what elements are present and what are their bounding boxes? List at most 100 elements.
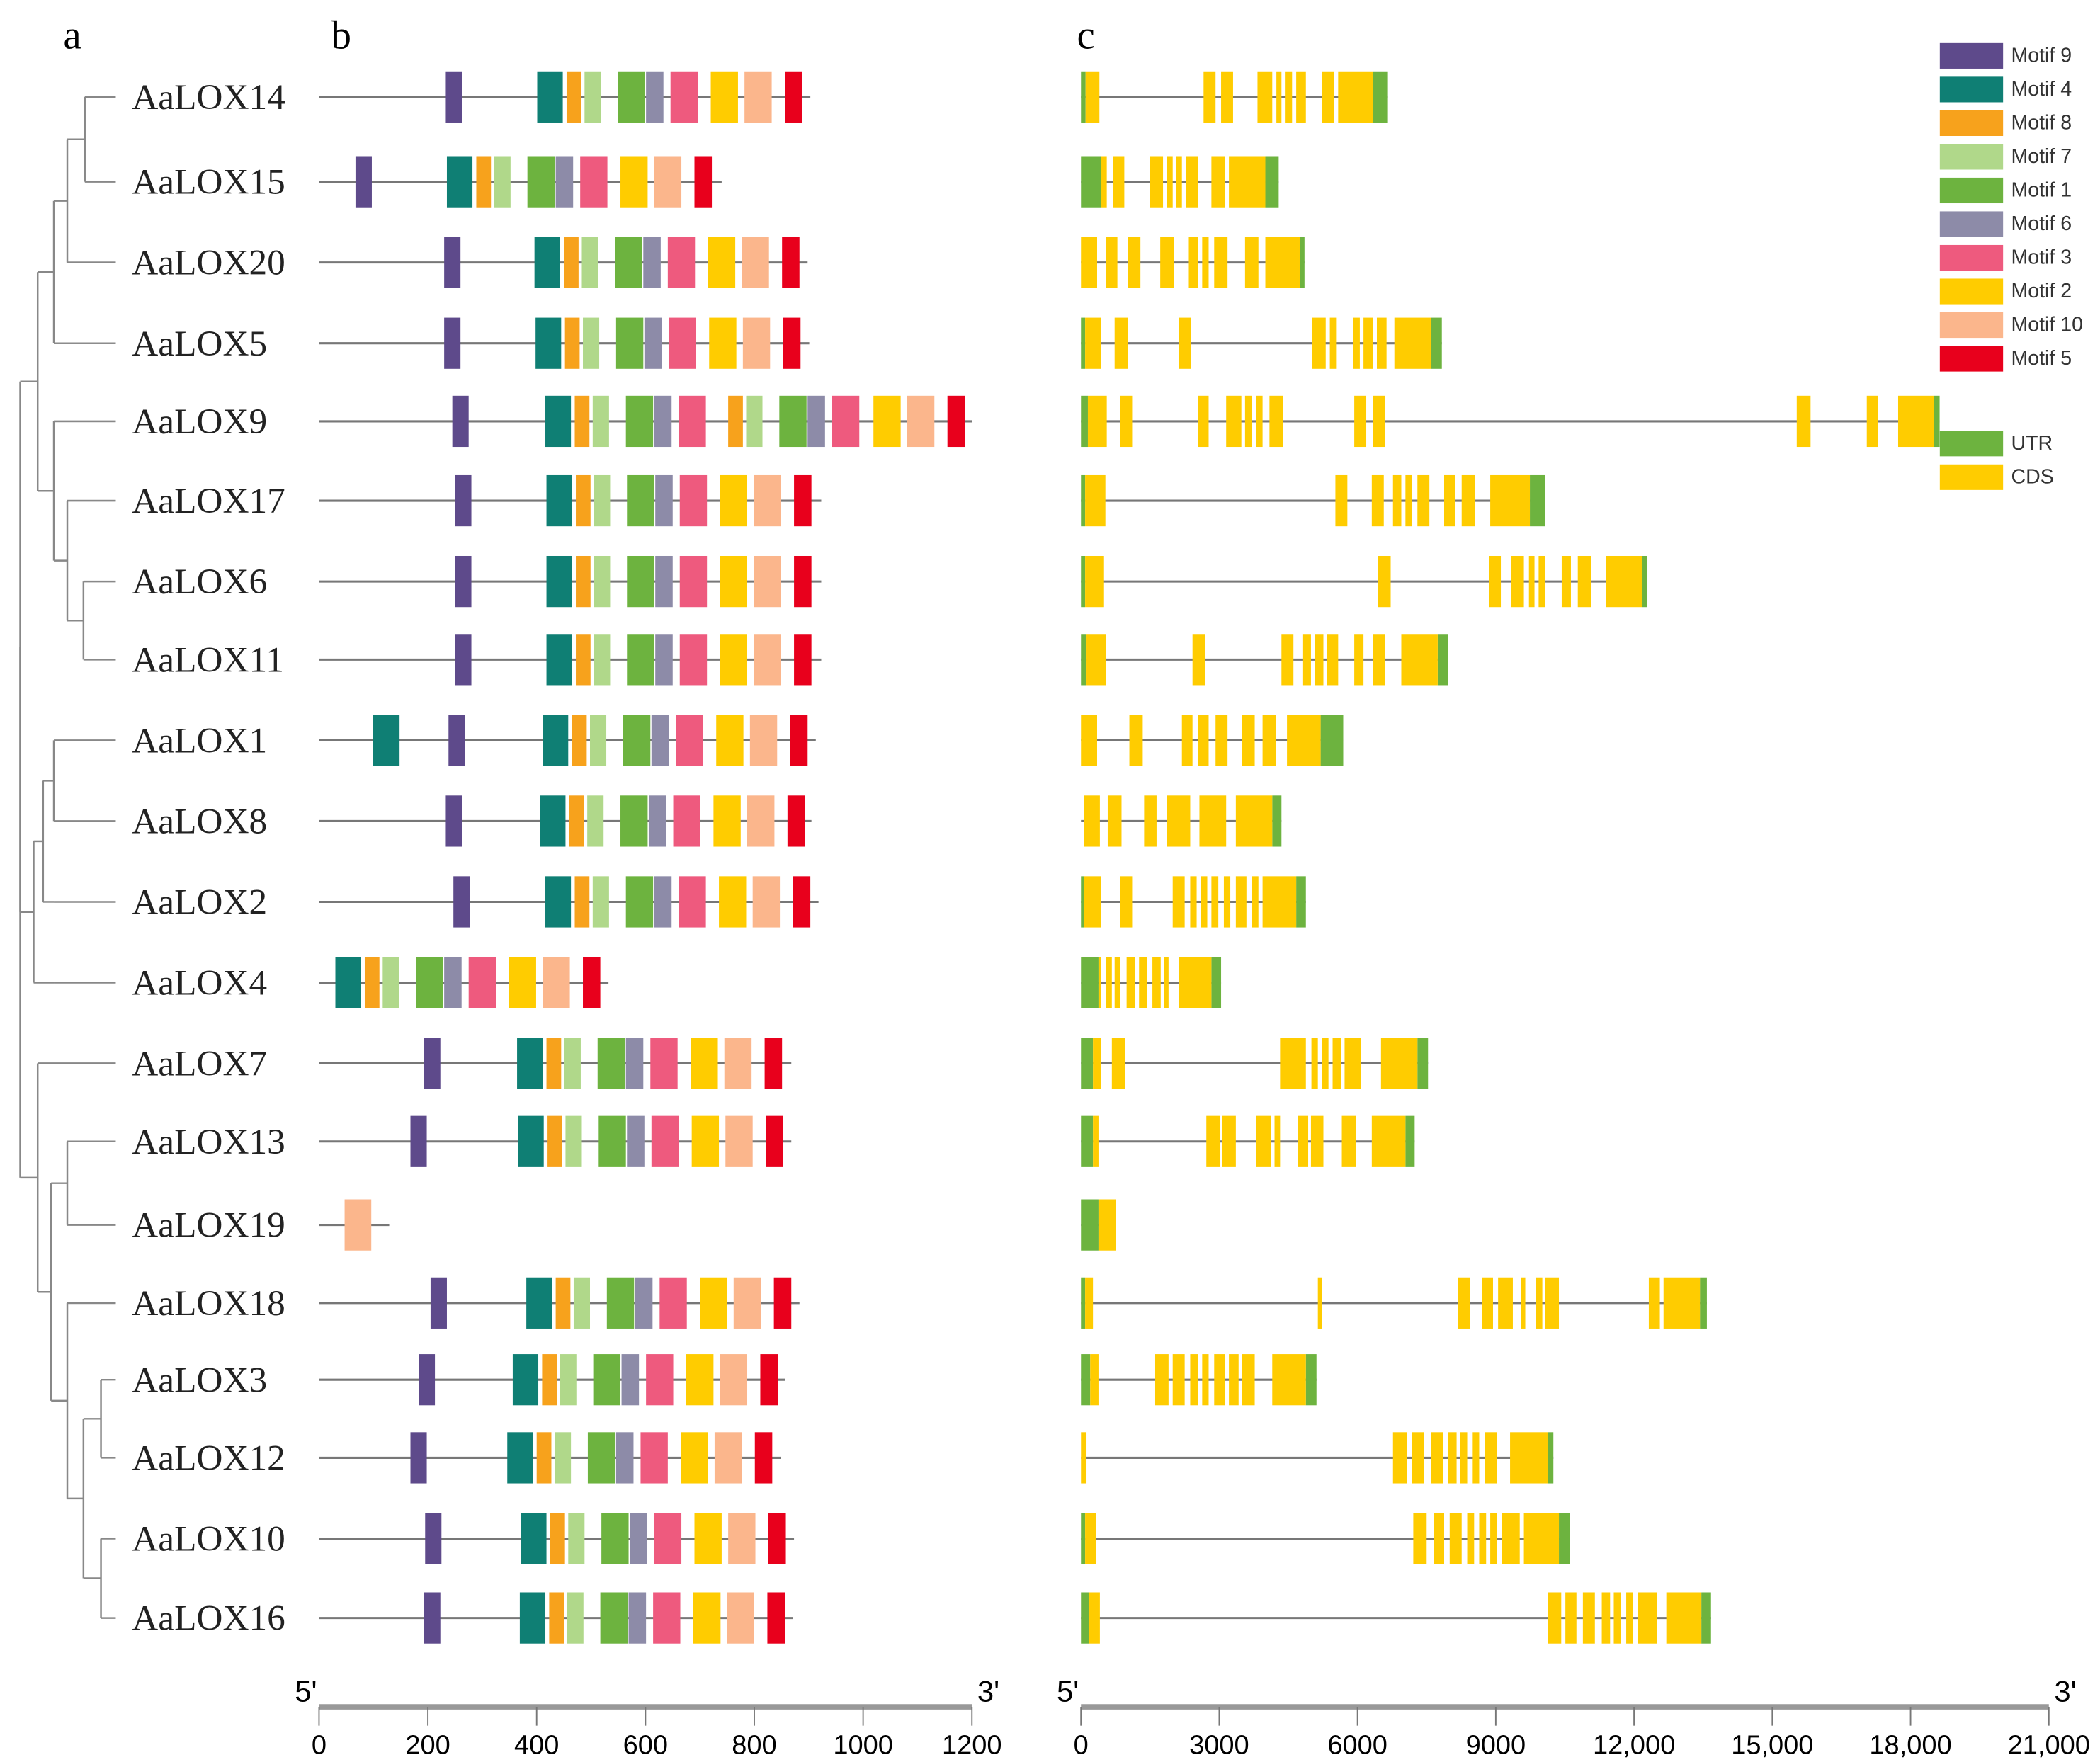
- motif-7-box: [746, 395, 763, 448]
- cds-block: [1796, 395, 1811, 448]
- cds-block: [1257, 71, 1273, 123]
- cds-block: [1274, 1115, 1281, 1167]
- motif-5-box: [782, 237, 800, 288]
- motif-8-box: [569, 795, 584, 847]
- cds-block: [1276, 71, 1282, 123]
- cds-block: [1111, 1038, 1125, 1089]
- gene-label: AaLOX18: [132, 1283, 285, 1324]
- cds-block: [1479, 1513, 1487, 1564]
- motif-6-box: [655, 474, 673, 527]
- gene_axis-tick-label: 0: [1074, 1731, 1089, 1761]
- motif-7-box: [494, 156, 511, 208]
- legend-swatch-motif-1: [1939, 177, 2004, 204]
- cds-block: [1490, 474, 1531, 527]
- motif_axis-tick-label: 600: [623, 1731, 668, 1761]
- utr-block: [1081, 634, 1087, 686]
- cds-block: [1235, 795, 1273, 847]
- cds-block: [1139, 957, 1147, 1008]
- gene-label: AaLOX12: [132, 1438, 285, 1479]
- cds-block: [1084, 876, 1101, 928]
- cds-block: [1244, 237, 1259, 288]
- cds-block: [1866, 395, 1878, 448]
- motif-3-box: [679, 634, 708, 686]
- cds-block: [1089, 1592, 1100, 1644]
- motif-3-box: [659, 1277, 687, 1329]
- cds-block: [1186, 156, 1198, 208]
- utr-block: [1081, 317, 1086, 369]
- cds-block: [1198, 395, 1209, 448]
- motif-1-box: [601, 1513, 629, 1564]
- cds-block: [1172, 1354, 1185, 1406]
- motif-7-box: [590, 715, 607, 766]
- motif-4-box: [521, 1513, 547, 1564]
- cds-block: [1098, 957, 1101, 1008]
- cds-block: [1214, 1354, 1225, 1406]
- utr-block: [1530, 474, 1545, 527]
- motif-10-box: [742, 317, 771, 369]
- motif-8-box: [574, 876, 590, 928]
- motif-3-box: [651, 1115, 679, 1167]
- motif-5-box: [794, 555, 812, 608]
- motif-1-box: [620, 795, 648, 847]
- motif-1-box: [598, 1115, 626, 1167]
- motif-7-box: [587, 795, 604, 847]
- motif-10-box: [654, 156, 682, 208]
- cds-block: [1202, 1354, 1209, 1406]
- cds-block: [1371, 1115, 1406, 1167]
- motif-8-box: [572, 715, 587, 766]
- cds-block: [1444, 474, 1455, 527]
- motif_axis-tick-label: 0: [312, 1731, 327, 1761]
- gene_axis-3prime-label: 3': [2054, 1674, 2076, 1707]
- cds-block: [1160, 237, 1174, 288]
- cds-block: [1666, 1592, 1702, 1644]
- cds-block: [1536, 1277, 1543, 1329]
- motif-9-box: [445, 795, 462, 847]
- utr-block: [1081, 1513, 1086, 1564]
- motif-4-box: [546, 634, 572, 686]
- gene-label: AaLOX15: [132, 162, 285, 203]
- cds-block: [1626, 1592, 1633, 1644]
- utr-block: [1701, 1592, 1711, 1644]
- motif-3-box: [676, 715, 703, 766]
- utr-block: [1642, 555, 1647, 608]
- motif-9-box: [448, 715, 465, 766]
- cds-block: [1120, 395, 1133, 448]
- cds-block: [1434, 1513, 1445, 1564]
- cds-block: [1310, 1115, 1324, 1167]
- cds-block: [1085, 474, 1106, 527]
- motif-9-box: [410, 1115, 427, 1167]
- cds-block: [1582, 1592, 1595, 1644]
- motif-6-box: [646, 71, 664, 123]
- motif-2-box: [720, 474, 748, 527]
- motif-2-box: [713, 795, 741, 847]
- cds-block: [1613, 1592, 1621, 1644]
- motif-4-box: [519, 1592, 546, 1644]
- motif-2-box: [700, 1277, 727, 1329]
- motif-3-box: [679, 474, 708, 527]
- motif-5-box: [794, 474, 812, 527]
- cds-block: [1510, 1432, 1548, 1484]
- motif-1-box: [606, 1277, 635, 1329]
- motif-4-box: [535, 317, 562, 369]
- cds-block: [1179, 957, 1212, 1008]
- cds-block: [1202, 237, 1209, 288]
- utr-block: [1081, 1277, 1086, 1329]
- motif-3-box: [580, 156, 608, 208]
- motif_axis-tick-label: 400: [514, 1731, 559, 1761]
- motif-9-box: [430, 1277, 447, 1329]
- motif-10-box: [727, 1592, 754, 1644]
- motif-1-box: [593, 1354, 621, 1406]
- motif-9-box: [452, 395, 469, 448]
- motif-10-box: [344, 1199, 372, 1251]
- cds-block: [1252, 876, 1259, 928]
- motif-1-box: [615, 317, 644, 369]
- motif-8-box: [566, 71, 581, 123]
- legend-swatch-motif-2: [1939, 278, 2004, 305]
- cds-block: [1405, 474, 1412, 527]
- gene-label: AaLOX16: [132, 1598, 285, 1639]
- gene_axis-tick-label: 6000: [1327, 1731, 1387, 1761]
- gene-label: AaLOX14: [132, 77, 285, 118]
- gene_axis-tick-label: 21,000: [2008, 1731, 2090, 1761]
- cds-block: [1302, 634, 1311, 686]
- cds-block: [1262, 715, 1276, 766]
